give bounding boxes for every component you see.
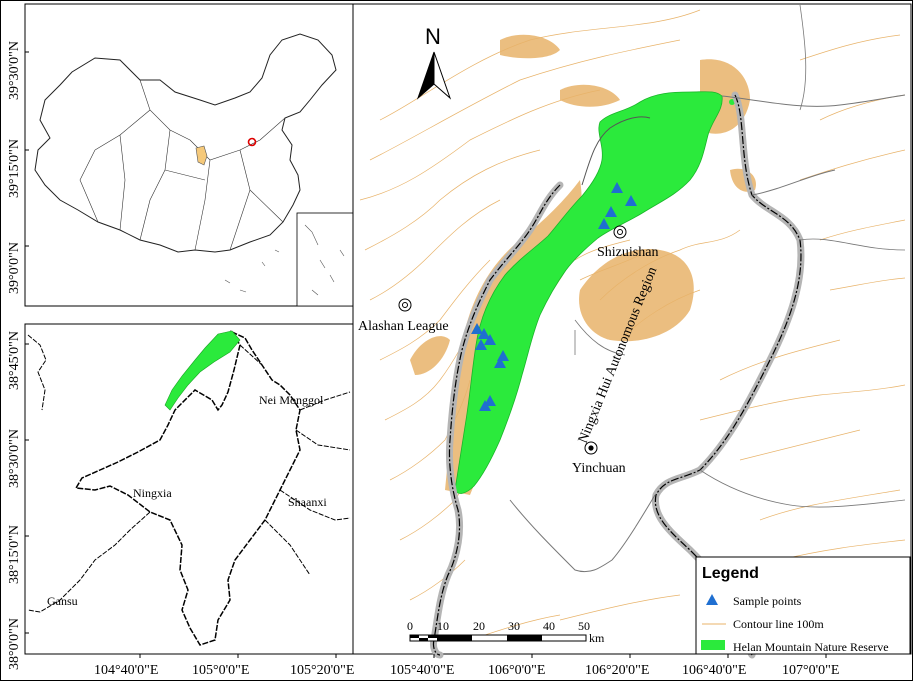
province-lines — [79, 79, 286, 251]
inset-label-gansu: Gansu — [47, 594, 78, 608]
scale-tick-30: 30 — [508, 619, 520, 633]
lon-tick-2: 105°20'0"E — [290, 663, 354, 678]
lon-tick-4: 106°0'0"E — [488, 663, 545, 678]
scale-unit: km — [589, 631, 605, 645]
south-sea-inset — [296, 212, 354, 307]
lon-tick-1: 105°0'0"E — [192, 663, 249, 678]
inset-label-ningxia: Ningxia — [133, 486, 172, 500]
inset-reserve — [164, 330, 241, 411]
scale-tick-10: 10 — [437, 619, 449, 633]
ningxia-mark — [195, 145, 208, 166]
legend-reserve-symbol — [701, 640, 725, 650]
scale-tick-50: 50 — [578, 619, 590, 633]
lat-tick-0: 39°30'0"N — [7, 41, 22, 100]
admin-lines — [27, 334, 351, 613]
lat-tick-6: 38°0'0"N — [7, 618, 22, 670]
lon-tick-3: 105°40'0"E — [390, 663, 454, 678]
city-shizuishan-symbol — [613, 225, 627, 239]
scale-tick-20: 20 — [473, 619, 485, 633]
lon-tick-5: 106°20'0"E — [585, 663, 649, 678]
lat-tick-1: 39°15'0"N — [7, 139, 22, 198]
city-alashan-symbol — [398, 298, 412, 312]
north-label: N — [425, 24, 441, 49]
lon-axis: 104°40'0"E 105°0'0"E 105°20'0"E 105°40'0… — [94, 654, 839, 678]
sample-point — [479, 400, 491, 411]
sample-point — [484, 334, 496, 345]
lat-axis: 39°30'0"N 39°15'0"N 39°0'0"N 38°45'0"N 3… — [7, 41, 29, 670]
sample-point — [625, 195, 637, 206]
sample-point — [471, 323, 483, 334]
scale-bar: 0 10 20 30 40 50 km — [407, 619, 605, 645]
inset-label-nei-monggol: Nei Monggol — [259, 393, 324, 407]
lon-tick-6: 106°40'0"E — [682, 663, 746, 678]
scale-tick-40: 40 — [543, 619, 555, 633]
legend-item-sample: Sample points — [733, 594, 802, 608]
lat-tick-5: 38°15'0"N — [7, 525, 22, 584]
city-yinchuan-symbol — [584, 441, 598, 455]
lon-tick-7: 107°0'0"E — [782, 663, 839, 678]
coast-islands — [224, 249, 280, 293]
north-arrow: N — [416, 24, 452, 100]
legend-item-contour: Contour line 100m — [733, 617, 824, 631]
legend-sample-symbol — [706, 594, 718, 605]
legend: Legend Sample points Contour line 100m H… — [695, 556, 911, 655]
city-label-alashan: Alashan League — [358, 319, 449, 334]
legend-box — [695, 556, 911, 655]
main-map: Shizuishan Alashan League Yinchuan Ningx… — [352, 3, 912, 659]
reserve-spot — [729, 99, 735, 105]
scale-tick-0: 0 — [407, 619, 413, 633]
china-inset — [24, 3, 354, 307]
south-sea-islands — [304, 224, 345, 296]
sample-point — [484, 395, 496, 406]
inset-label-shaanxi: Shaanxi — [288, 495, 327, 509]
sample-point — [611, 182, 623, 193]
lat-tick-4: 38°30'0"N — [7, 429, 22, 488]
sample-point — [598, 218, 610, 229]
contour-lines — [359, 9, 906, 641]
city-label-shizuishan: Shizuishan — [597, 245, 658, 260]
helan-reserve — [454, 91, 723, 494]
beijing-mark — [247, 137, 257, 147]
ningxia-inset — [24, 323, 354, 655]
sample-point — [605, 206, 617, 217]
lon-tick-0: 104°40'0"E — [94, 663, 158, 678]
city-label-yinchuan: Yinchuan — [572, 461, 626, 476]
china-outline — [34, 33, 337, 253]
sample-points — [471, 182, 637, 411]
lat-tick-2: 39°0'0"N — [7, 242, 22, 294]
sample-point — [494, 357, 506, 368]
legend-title: Legend — [702, 565, 759, 582]
sample-point — [478, 328, 490, 339]
sample-point — [475, 339, 487, 350]
lat-tick-3: 38°45'0"N — [7, 331, 22, 390]
legend-item-reserve: Helan Mountain Nature Reserve — [733, 640, 889, 654]
ningxia-outline — [74, 330, 301, 646]
